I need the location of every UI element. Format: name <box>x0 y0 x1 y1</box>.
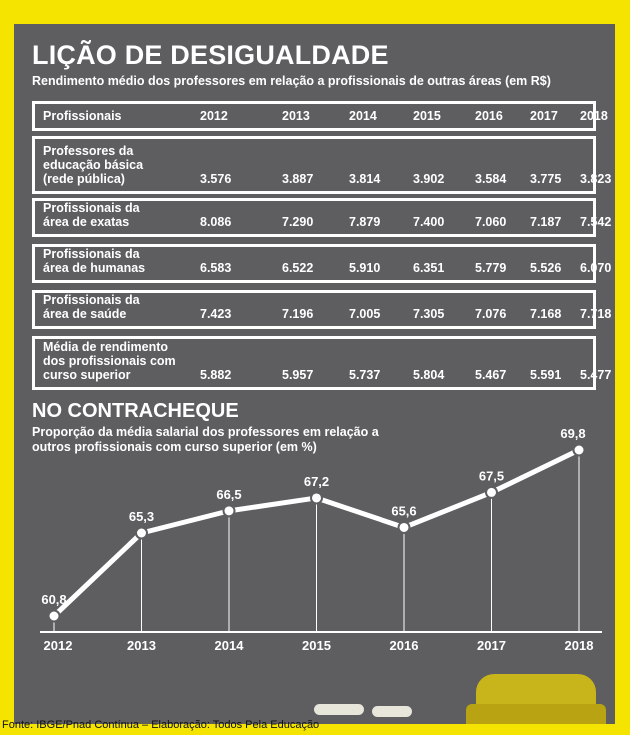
row-label-line: área de exatas <box>43 215 130 229</box>
table-cell: 7.290 <box>282 215 314 229</box>
row-label-line: área de saúde <box>43 307 127 321</box>
table-cell: 7.005 <box>349 307 381 321</box>
table-row: Profissionais da área de exatas 8.086 7.290… <box>32 198 611 237</box>
row-label: Média de rendimento dos profissionais com… <box>43 340 176 382</box>
row-label-line: educação básica <box>43 158 144 172</box>
data-point <box>222 504 236 518</box>
year-header: 2017 <box>530 109 558 123</box>
data-label: 69,8 <box>560 426 585 441</box>
row-label-line: Profissionais da <box>43 293 140 307</box>
year-header: 2016 <box>475 109 503 123</box>
year-header: 2012 <box>200 109 228 123</box>
table-row: Média de rendimento dos profissionais com… <box>32 336 611 390</box>
data-point <box>47 609 61 623</box>
data-label: 60,8 <box>41 592 66 607</box>
table-cell: 3.902 <box>413 172 445 186</box>
table-cell: 5.591 <box>530 368 562 382</box>
data-point <box>310 491 323 505</box>
table-cell: 5.737 <box>349 368 381 382</box>
table-cell: 3.576 <box>200 172 232 186</box>
row-label-line: Profissionais da <box>43 201 140 215</box>
table-cell: 7.168 <box>530 307 562 321</box>
data-label: 65,3 <box>129 509 154 524</box>
table-cell: 3.887 <box>282 172 314 186</box>
x-tick-label: 2016 <box>390 638 419 653</box>
table-cell: 3.823 <box>580 172 612 186</box>
row-label-line: (rede pública) <box>43 172 125 186</box>
table-cell: 5.910 <box>349 261 381 275</box>
page-subtitle: Rendimento médio dos professores em rela… <box>32 74 551 88</box>
data-point <box>397 520 411 534</box>
data-point <box>485 485 498 499</box>
x-tick-label: 2017 <box>477 638 506 653</box>
source-note: Fonte: IBGE/Pnad Contínua – Elaboração: … <box>2 719 320 731</box>
table-cell: 7.879 <box>349 215 381 229</box>
year-header: 2013 <box>282 109 310 123</box>
x-tick-label: 2015 <box>302 638 331 653</box>
data-label: 66,5 <box>216 487 241 502</box>
table-cell: 5.957 <box>282 368 314 382</box>
section-title: NO CONTRACHEQUE <box>32 400 239 422</box>
table-cell: 7.187 <box>530 215 562 229</box>
row-label-line: Professores da <box>43 144 134 158</box>
chalk-piece <box>372 706 412 717</box>
eraser-base <box>466 704 606 724</box>
row-label-line: curso superior <box>43 368 131 382</box>
table-cell: 6.583 <box>200 261 232 275</box>
table-cell: 6.351 <box>413 261 445 275</box>
year-header: 2018 <box>580 109 608 123</box>
table-cell: 7.423 <box>200 307 232 321</box>
row-label-line: área de humanas <box>43 261 146 275</box>
table-cell: 6.070 <box>580 261 612 275</box>
table-cell: 5.779 <box>475 261 507 275</box>
table-cell: 7.542 <box>580 215 612 229</box>
row-label: Profissionais da área de saúde <box>43 293 140 321</box>
row-label-line: Profissionais da <box>43 247 140 261</box>
row-label: Profissionais da área de humanas <box>43 247 145 275</box>
year-header: 2015 <box>413 109 441 123</box>
data-label: 65,6 <box>391 503 416 518</box>
line-chart: 60,8 65,3 66,5 67,2 65,6 67,5 69,8 2012 2013 2014… <box>40 426 602 653</box>
row-label: Profissionais da área de exatas <box>43 201 140 229</box>
table-cell: 7.076 <box>475 307 507 321</box>
table-row: Professores da educação básica (rede públi… <box>32 136 611 194</box>
table-cell: 3.584 <box>475 172 507 186</box>
row-label-line: Média de rendimento <box>43 340 169 354</box>
x-tick-label: 2018 <box>565 638 594 653</box>
table-cell: 7.060 <box>475 215 507 229</box>
table-cell: 5.526 <box>530 261 562 275</box>
table-cell: 5.477 <box>580 368 612 382</box>
table-row: Profissionais da área de humanas 6.583 6.52… <box>32 244 611 283</box>
chalk-piece <box>314 704 364 715</box>
data-label: 67,5 <box>479 468 504 483</box>
table-cell: 7.196 <box>282 307 314 321</box>
x-tick-label: 2012 <box>44 638 73 653</box>
table-cell: 3.775 <box>530 172 562 186</box>
table-cell: 5.467 <box>475 368 507 382</box>
header-label: Profissionais <box>43 109 122 123</box>
section-subtitle: Proporção da média salarial dos professo… <box>32 425 379 454</box>
table-row: Profissionais da área de saúde 7.423 7.196 7… <box>32 290 611 329</box>
x-tick-label: 2013 <box>127 638 156 653</box>
table-cell: 7.305 <box>413 307 445 321</box>
table-cell: 7.400 <box>413 215 445 229</box>
table-cell: 5.804 <box>413 368 445 382</box>
table-cell: 8.086 <box>200 215 232 229</box>
table-header: Profissionais 2012 2013 2014 2015 2016 2017 201… <box>32 101 608 131</box>
chalkboard: LIÇÃO DE DESIGUALDADE Rendimento médio d… <box>14 24 615 724</box>
row-label: Professores da educação básica (rede públi… <box>43 144 143 186</box>
table-cell: 7.718 <box>580 307 612 321</box>
data-point <box>572 443 586 457</box>
row-label-line: dos profissionais com <box>43 354 176 368</box>
table-cell: 5.882 <box>200 368 232 382</box>
data-point <box>135 526 148 540</box>
table-cell: 6.522 <box>282 261 314 275</box>
table-cell: 3.814 <box>349 172 381 186</box>
page-title: LIÇÃO DE DESIGUALDADE <box>32 40 389 70</box>
year-header: 2014 <box>349 109 377 123</box>
x-tick-label: 2014 <box>215 638 245 653</box>
data-label: 67,2 <box>304 474 329 489</box>
